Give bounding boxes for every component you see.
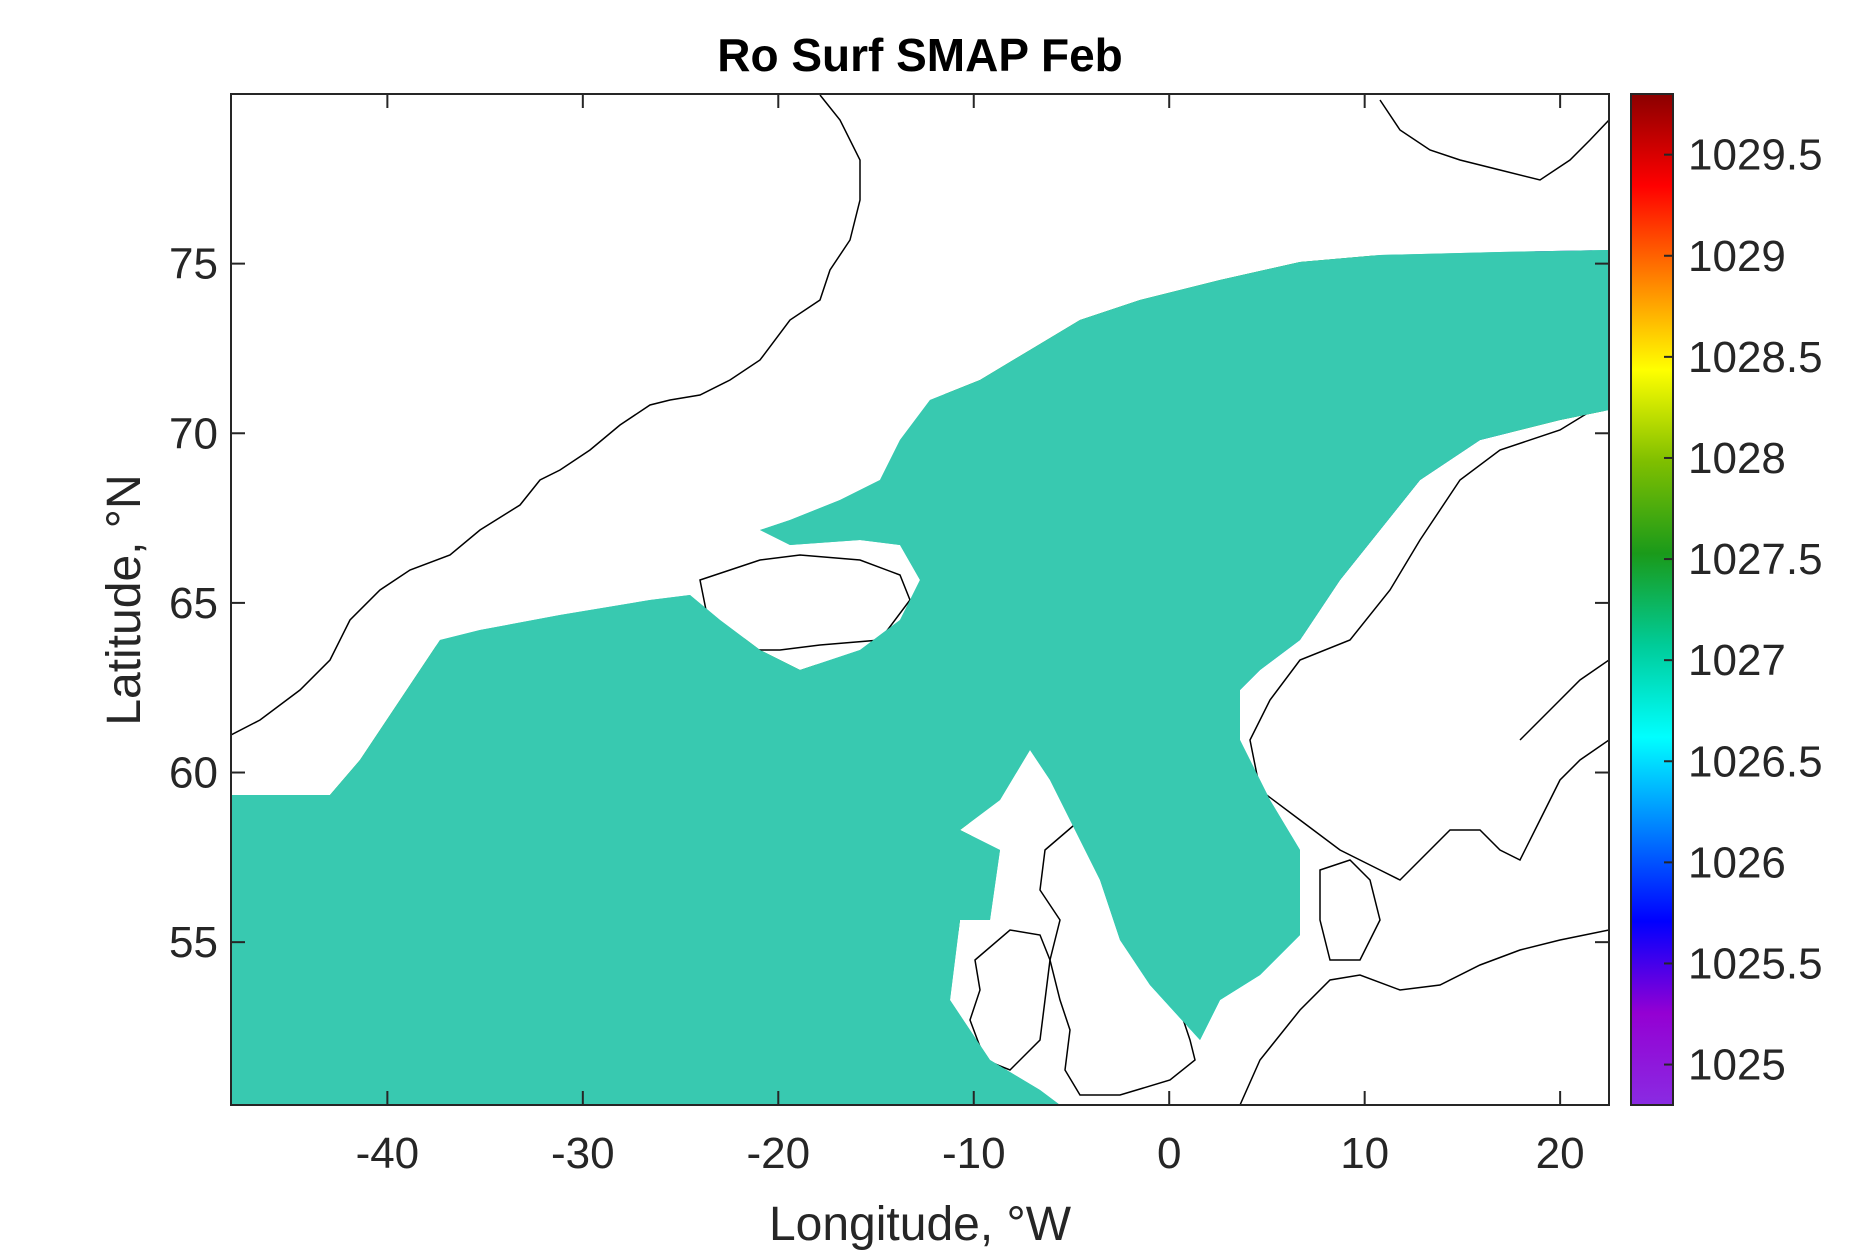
plot-frame <box>230 93 1610 1106</box>
ireland-coast <box>969 929 1051 1071</box>
colorbar-tick-label: 1026 <box>1688 838 1786 887</box>
colorbar-tick-label: 1027.5 <box>1688 535 1823 584</box>
x-tick-label: -10 <box>942 1129 1006 1178</box>
greenland-coast <box>231 94 861 736</box>
x-tick-label: 0 <box>1157 1129 1181 1178</box>
x-tick-label: -20 <box>746 1129 810 1178</box>
denmark-coast <box>1319 859 1381 961</box>
svalbard-coast <box>1379 99 1609 181</box>
colorbar-tick-label: 1029 <box>1688 232 1786 281</box>
scandinavia-coast <box>1249 399 1609 881</box>
colorbar-tick-label: 1029.5 <box>1688 131 1823 180</box>
y-tick-label: 60 <box>169 749 218 798</box>
x-tick-label: 20 <box>1536 1129 1585 1178</box>
y-axis-label: Latitude, °N <box>98 474 151 725</box>
colorbar-tick-label: 1028 <box>1688 434 1786 483</box>
colorbar-tick-label: 1025 <box>1688 1041 1786 1090</box>
chart-title: Ro Surf SMAP Feb <box>717 29 1123 81</box>
europe-coast <box>1239 929 1609 1105</box>
y-tick-label: 70 <box>169 409 218 458</box>
y-tick-label: 75 <box>169 240 218 289</box>
baltic-coast <box>1519 659 1609 741</box>
colorbar-tick-label: 1027 <box>1688 636 1786 685</box>
x-tick-label: 10 <box>1340 1129 1389 1178</box>
y-axis: 55 60 65 70 75 <box>169 240 1609 967</box>
plot-area: Irminger and Iceland basinsLabrador Sea … <box>231 94 1609 1105</box>
colorbar-ticks: 1025 1025.5 1026 1026.5 1027 1027.5 1028 1028.5… <box>1664 131 1823 1090</box>
colorbar-tick-label: 1025.5 <box>1688 939 1823 988</box>
x-axis: -40 -30 -20 -10 0 10 20 <box>356 94 1585 1178</box>
colorbar-tick-label: 1026.5 <box>1688 737 1823 786</box>
x-axis-label: Longitude, °W <box>769 1198 1072 1250</box>
x-tick-label: -30 <box>551 1129 615 1178</box>
y-tick-label: 65 <box>169 579 218 628</box>
x-tick-label: -40 <box>356 1129 420 1178</box>
y-tick-label: 55 <box>169 918 218 967</box>
colorbar <box>1630 93 1674 1106</box>
colorbar-tick-label: 1028.5 <box>1688 333 1823 382</box>
